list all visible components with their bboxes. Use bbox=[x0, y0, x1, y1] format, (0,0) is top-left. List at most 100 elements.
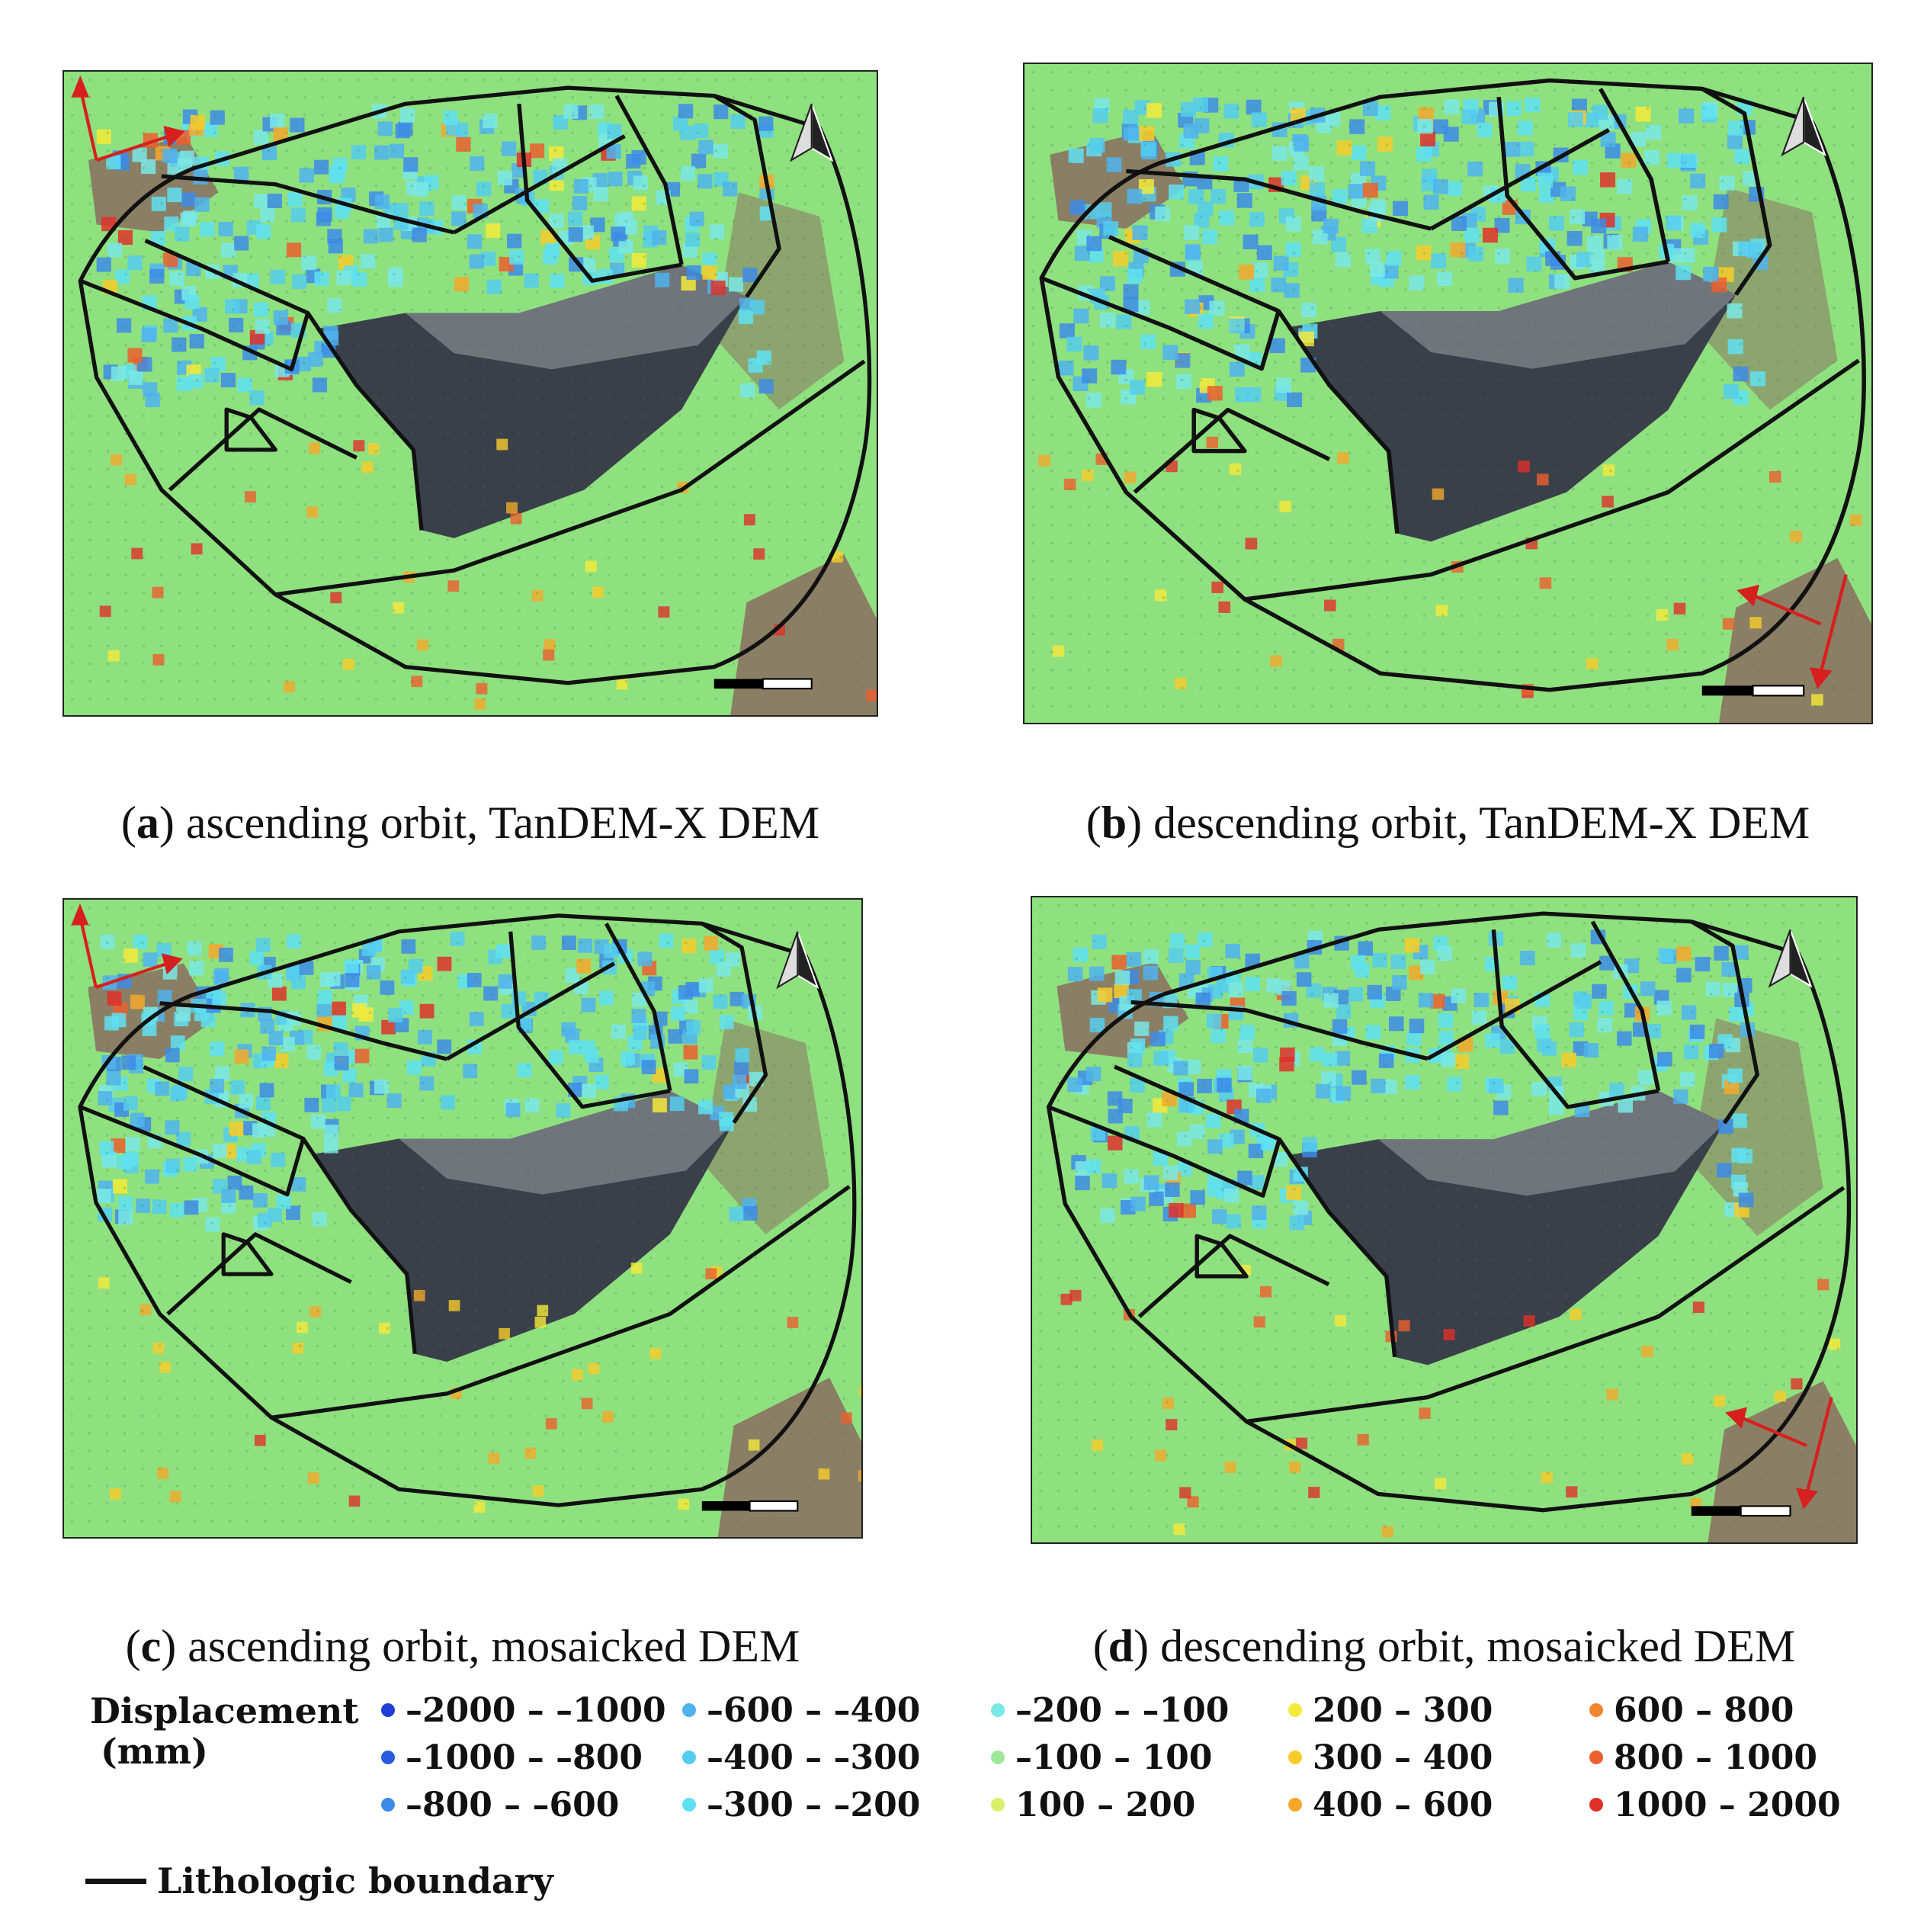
terrain-patch bbox=[713, 192, 845, 410]
displacement-map-svg bbox=[1032, 897, 1856, 1542]
legend-class: –1000 – –800 bbox=[381, 1738, 643, 1777]
legend-class: 600 – 800 bbox=[1589, 1691, 1794, 1730]
panel-d: (d) descending orbit, mosaicked DEM bbox=[954, 850, 1908, 1681]
terrain-patch bbox=[701, 1019, 830, 1234]
legend-label: 600 – 800 bbox=[1614, 1691, 1794, 1730]
terrain-patch bbox=[1708, 1381, 1856, 1542]
legend-class: –800 – –600 bbox=[381, 1786, 619, 1824]
panel-a: (a) ascending orbit, TanDEM-X DEM bbox=[0, 0, 954, 850]
legend-label: –100 – 100 bbox=[1015, 1738, 1213, 1777]
legend-label: –600 – –400 bbox=[707, 1691, 921, 1730]
legend-class: 300 – 400 bbox=[1288, 1738, 1493, 1777]
boundary-label: Lithologic boundary bbox=[157, 1860, 553, 1902]
legend-class: –100 – 100 bbox=[991, 1738, 1212, 1777]
legend-title-line1: Displacement bbox=[90, 1690, 359, 1731]
map-d bbox=[1031, 896, 1858, 1544]
north-arrow-icon bbox=[776, 931, 819, 990]
caption-letter: a bbox=[136, 798, 159, 848]
north-arrow-icon bbox=[1768, 929, 1813, 988]
scale-bar bbox=[1691, 1505, 1791, 1517]
legend-class: 400 – 600 bbox=[1288, 1786, 1493, 1824]
panel-caption-c: (c) ascending orbit, mosaicked DEM bbox=[125, 1621, 800, 1671]
legend-class: –400 – –300 bbox=[682, 1738, 920, 1777]
legend-label: –300 – –200 bbox=[707, 1786, 921, 1824]
legend-class: 100 – 200 bbox=[991, 1786, 1195, 1824]
terrain-patch bbox=[1691, 1018, 1823, 1237]
terrain-patch bbox=[730, 554, 877, 715]
az-los-arrows bbox=[1736, 574, 1848, 689]
legend-swatch bbox=[381, 1703, 395, 1717]
legend-title-unit: (mm) bbox=[101, 1730, 208, 1772]
displacement-map-svg bbox=[1025, 64, 1871, 723]
north-arrow-icon bbox=[790, 103, 834, 162]
legend-class: –200 – –100 bbox=[991, 1691, 1229, 1730]
legend-label: 100 – 200 bbox=[1015, 1786, 1196, 1824]
legend-class: 800 – 1000 bbox=[1589, 1738, 1817, 1777]
legend-swatch bbox=[1589, 1750, 1603, 1764]
grid-dots bbox=[1031, 71, 1855, 708]
panel-c: (c) ascending orbit, mosaicked DEM bbox=[0, 850, 954, 1681]
grid-dots bbox=[70, 906, 845, 1523]
pit-benches bbox=[399, 1090, 734, 1195]
legend-label: –200 – –100 bbox=[1015, 1691, 1230, 1730]
displacement-pixels bbox=[96, 932, 861, 1513]
lithologic-boundaries bbox=[1046, 911, 1852, 1513]
legend-boundary: Lithologic boundary bbox=[85, 1860, 553, 1902]
legend-label: –2000 – –1000 bbox=[406, 1691, 666, 1730]
scale-bar bbox=[713, 678, 813, 690]
legend-swatch bbox=[1589, 1797, 1603, 1812]
legend-swatch bbox=[381, 1797, 395, 1812]
map-a bbox=[63, 70, 878, 717]
map-b bbox=[1023, 63, 1873, 724]
scale-bar bbox=[701, 1500, 799, 1512]
legend-label: 800 – 1000 bbox=[1614, 1738, 1817, 1777]
scale-bar bbox=[1701, 685, 1805, 697]
panel-caption-a: (a) ascending orbit, TanDEM-X DEM bbox=[120, 798, 820, 848]
panel-b: (b) descending orbit, TanDEM-X DEM bbox=[954, 0, 1908, 850]
legend-swatch bbox=[1288, 1797, 1302, 1812]
caption-text: descending orbit, mosaicked DEM bbox=[1160, 1621, 1796, 1671]
caption-text: ascending orbit, TanDEM-X DEM bbox=[185, 798, 820, 848]
caption-letter: b bbox=[1101, 798, 1127, 848]
legend-swatch bbox=[1288, 1703, 1302, 1717]
legend-class: –600 – –400 bbox=[682, 1691, 920, 1730]
pit-benches bbox=[1378, 1090, 1725, 1196]
lithologic-boundaries bbox=[78, 85, 872, 685]
pit-benches bbox=[405, 265, 747, 370]
legend-label: –400 – –300 bbox=[707, 1738, 921, 1777]
legend-class: –300 – –200 bbox=[682, 1786, 920, 1824]
legend-swatch bbox=[991, 1797, 1005, 1812]
legend-label: –1000 – –800 bbox=[406, 1738, 643, 1777]
pit-benches bbox=[1380, 262, 1736, 369]
legend-label: 1000 – 2000 bbox=[1614, 1786, 1841, 1824]
legend-swatch bbox=[682, 1703, 696, 1717]
legend-swatch bbox=[682, 1797, 696, 1812]
az-los-arrows bbox=[1725, 1397, 1833, 1510]
legend-swatch bbox=[1288, 1750, 1302, 1764]
caption-letter: d bbox=[1108, 1621, 1134, 1671]
legend-label: 400 – 600 bbox=[1313, 1786, 1493, 1824]
terrain-patch bbox=[1719, 558, 1871, 723]
displacement-pixels bbox=[1038, 97, 1862, 706]
lithologic-boundaries bbox=[1039, 78, 1866, 692]
legend-swatch bbox=[991, 1750, 1005, 1764]
caption-text: descending orbit, TanDEM-X DEM bbox=[1153, 798, 1810, 848]
map-c bbox=[63, 898, 863, 1539]
legend-class: –2000 – –1000 bbox=[381, 1691, 666, 1730]
displacement-map-svg bbox=[64, 900, 861, 1537]
legend-label: –800 – –600 bbox=[406, 1786, 620, 1824]
legend-swatch bbox=[991, 1703, 1005, 1717]
displacement-map-svg bbox=[64, 72, 877, 715]
displacement-pixels bbox=[96, 104, 877, 710]
legend-label: 200 – 300 bbox=[1313, 1691, 1493, 1730]
legend-swatch bbox=[682, 1750, 696, 1764]
caption-letter: c bbox=[140, 1621, 162, 1671]
north-arrow-icon bbox=[1781, 96, 1826, 157]
grid-dots bbox=[1039, 903, 1839, 1528]
az-los-arrows bbox=[71, 75, 185, 162]
az-los-arrows bbox=[71, 903, 183, 989]
legend-swatch bbox=[381, 1750, 395, 1764]
panel-caption-b: (b) descending orbit, TanDEM-X DEM bbox=[1085, 798, 1810, 848]
panel-caption-d: (d) descending orbit, mosaicked DEM bbox=[1092, 1621, 1796, 1671]
legend-label: 300 – 400 bbox=[1313, 1738, 1493, 1777]
